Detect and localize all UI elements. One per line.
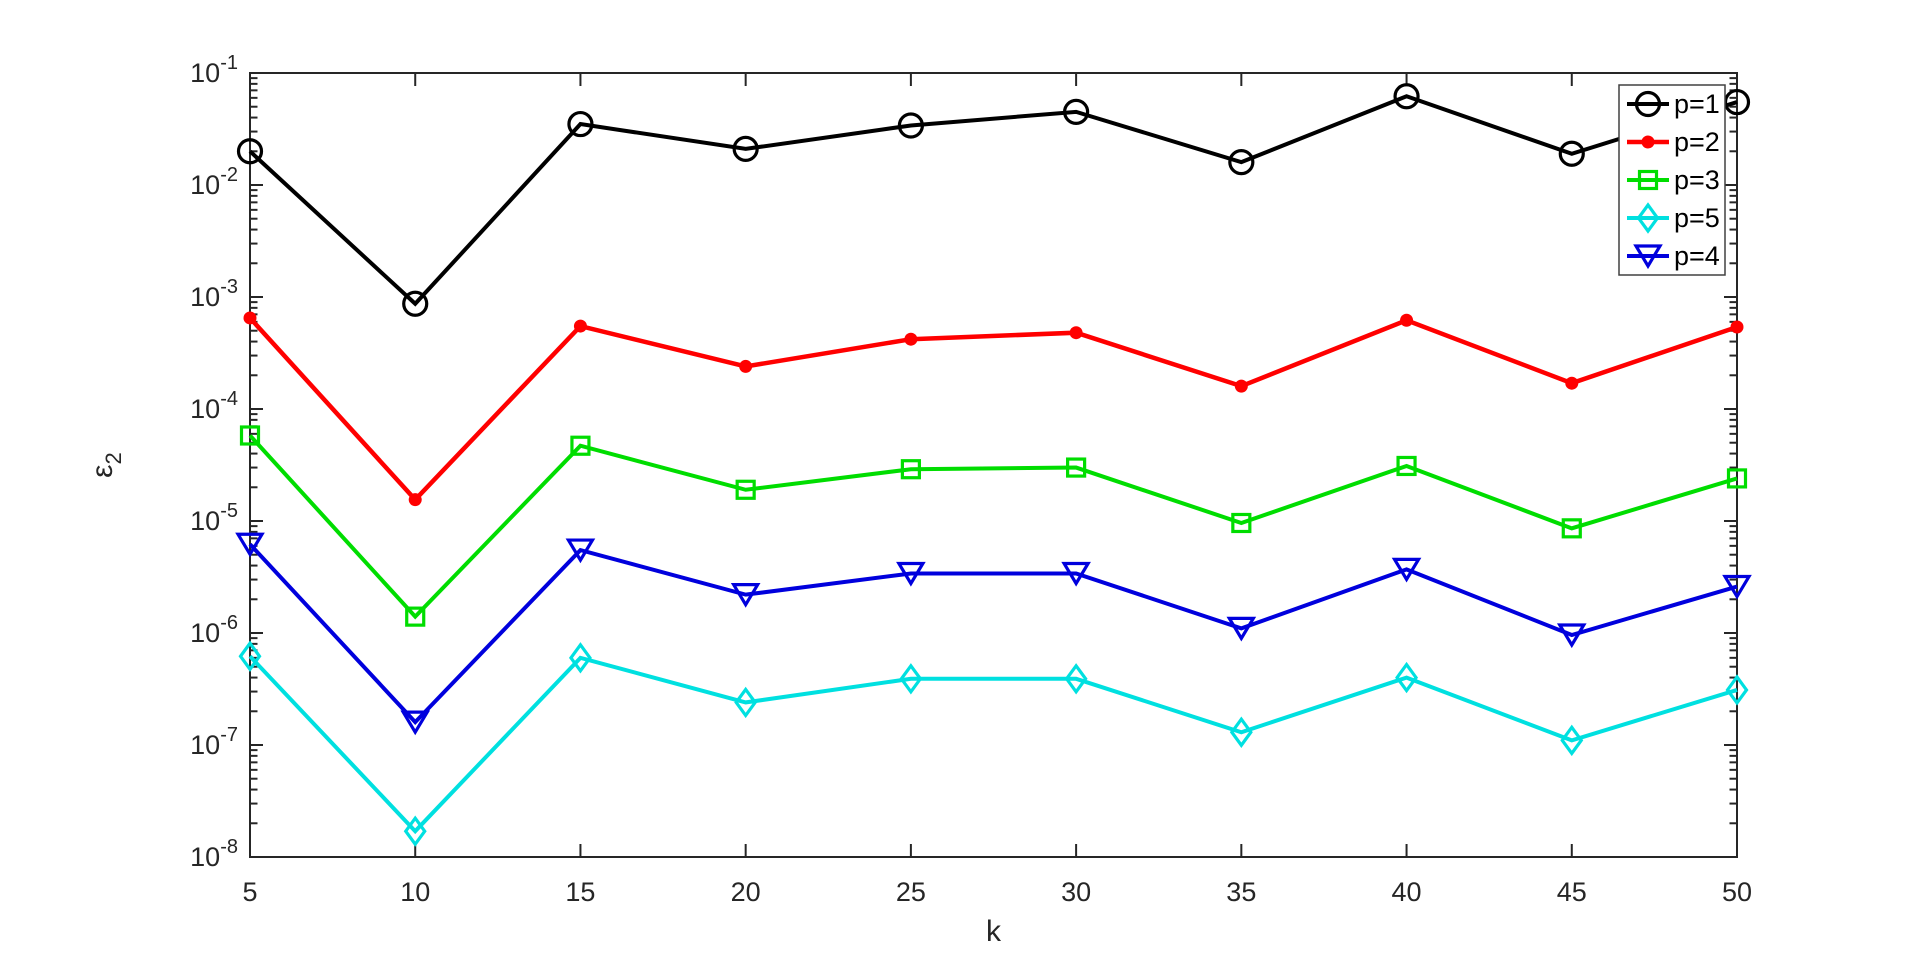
x-tick-label: 20 (731, 877, 761, 907)
legend-item-p5: p=5 (1627, 202, 1720, 234)
series-markers-p1 (236, 83, 1751, 317)
y-tick-label: 10-7 (190, 724, 238, 760)
y-tick-label: 10-3 (190, 276, 238, 312)
legend-item-p4: p=4 (1627, 241, 1720, 271)
x-tick-label: 25 (896, 877, 926, 907)
series-p3 (239, 425, 1748, 627)
series-markers-p3 (239, 425, 1748, 627)
series-p5 (238, 640, 1749, 847)
x-tick-label: 15 (565, 877, 595, 907)
x-tick-label: 40 (1392, 877, 1422, 907)
legend-label: p=5 (1674, 203, 1720, 233)
y-tick-label: 10-6 (190, 612, 238, 648)
legend: p=1 p=2 p=3 p=5 p=4 (1618, 84, 1726, 276)
series-p4 (235, 532, 1752, 736)
series-p1 (236, 83, 1751, 317)
series-p2 (243, 311, 1744, 507)
series-line-p4 (248, 542, 1738, 726)
legend-item-p1: p=1 (1627, 89, 1720, 119)
legend-item-p3: p=3 (1627, 165, 1720, 195)
series-markers-p4 (235, 532, 1752, 736)
legend-item-p2: p=2 (1627, 127, 1720, 157)
series-line-p5 (248, 654, 1738, 835)
y-tick-label: 10-1 (190, 52, 238, 88)
series-line-p3 (248, 434, 1738, 620)
axes-box (249, 72, 1738, 858)
x-tick-label: 50 (1722, 877, 1752, 907)
y-tick-label: 10-4 (190, 388, 238, 424)
y-axis-label: ε2 (86, 452, 126, 478)
y-tick-labels: 10-1 10-2 10-3 10-4 10-5 10-6 10-7 10-8 (190, 52, 238, 872)
y-tick-label: 10-5 (190, 500, 238, 536)
legend-label: p=4 (1674, 241, 1720, 271)
x-tick-label: 5 (242, 877, 257, 907)
y-tick-label: 10-8 (190, 836, 238, 872)
series-markers-p5 (238, 640, 1749, 847)
series-line-p1 (248, 94, 1738, 307)
y-tick-label: 10-2 (190, 164, 238, 200)
x-tick-label: 35 (1226, 877, 1256, 907)
x-tick-label: 10 (400, 877, 430, 907)
x-tick-label: 30 (1061, 877, 1091, 907)
x-tick-labels: 5 10 15 20 25 30 35 40 45 50 (242, 877, 1752, 907)
x-axis-label: k (986, 915, 1002, 948)
x-tick-label: 45 (1557, 877, 1587, 907)
legend-label: p=1 (1674, 89, 1720, 119)
legend-label: p=2 (1674, 127, 1720, 157)
legend-label: p=3 (1674, 165, 1720, 195)
series-line-p2 (248, 316, 1738, 503)
series-markers-p2 (243, 311, 1744, 507)
